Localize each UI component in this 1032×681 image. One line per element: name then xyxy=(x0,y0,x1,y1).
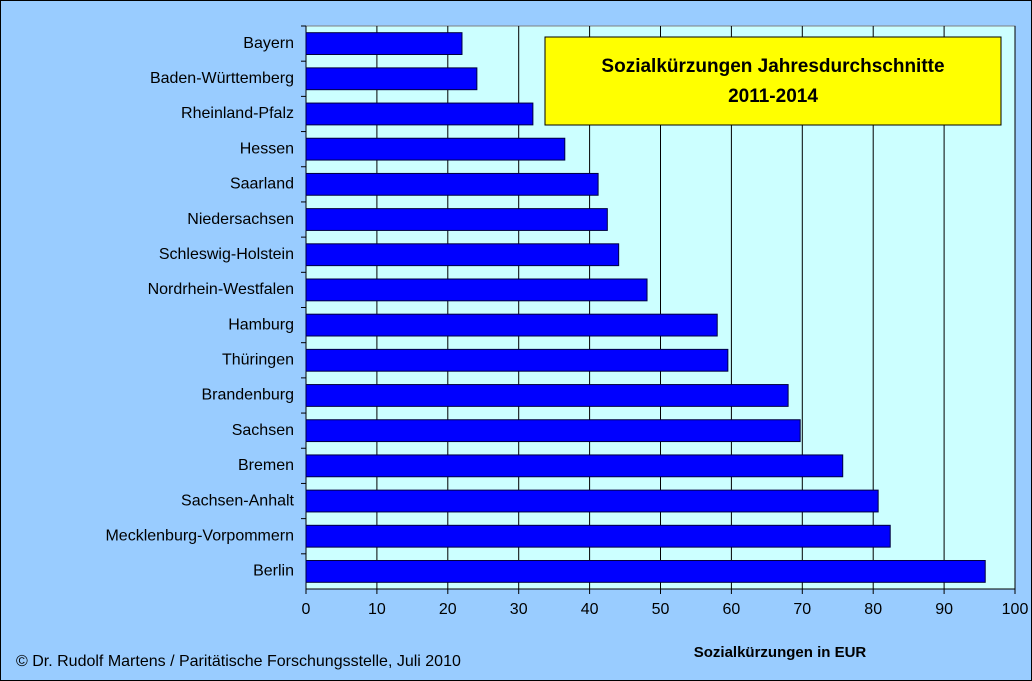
y-tick-label: Nordrhein-Westfalen xyxy=(148,281,294,298)
x-tick-label: 40 xyxy=(581,601,599,618)
y-tick-label: Sachsen-Anhalt xyxy=(181,492,295,509)
bar xyxy=(305,313,718,337)
y-tick-label: Niedersachsen xyxy=(187,211,294,228)
y-tick-label: Hamburg xyxy=(228,316,294,333)
bar xyxy=(305,67,478,91)
bar xyxy=(305,102,534,126)
bar xyxy=(305,32,463,56)
y-tick-label: Schleswig-Holstein xyxy=(159,246,294,263)
footnote: © Dr. Rudolf Martens / Paritätische Fors… xyxy=(16,653,461,670)
x-tick-label: 70 xyxy=(793,601,811,618)
y-tick-label: Hessen xyxy=(240,140,294,157)
y-tick-label: Thüringen xyxy=(222,352,294,369)
y-tick-label: Saarland xyxy=(230,176,294,193)
x-tick-label: 50 xyxy=(652,601,670,618)
y-tick-label: Bayern xyxy=(243,35,294,52)
title-box xyxy=(544,36,1002,126)
y-tick-label: Sachsen xyxy=(232,422,294,439)
chart-title: 2011-2014 xyxy=(728,86,818,107)
y-tick-label: Rheinland-Pfalz xyxy=(181,105,294,122)
y-tick-label: Mecklenburg-Vorpommern xyxy=(105,527,294,544)
bar xyxy=(305,208,608,231)
bar xyxy=(305,348,729,372)
bar xyxy=(305,454,844,478)
bar xyxy=(305,419,801,443)
bars xyxy=(305,32,986,583)
x-tick-label: 10 xyxy=(368,601,386,618)
chart-title: Sozialkürzungen Jahresdurchschnitte xyxy=(601,56,944,77)
x-axis-label: Sozialkürzungen in EUR xyxy=(694,644,867,661)
bar xyxy=(305,278,648,302)
bar xyxy=(305,489,879,513)
x-tick-label: 80 xyxy=(864,601,882,618)
x-tick-label: 90 xyxy=(935,601,953,618)
bar xyxy=(305,172,599,196)
x-tick-label: 20 xyxy=(439,601,457,618)
x-tick-label: 100 xyxy=(1002,601,1029,618)
y-tick-label: Bremen xyxy=(238,457,294,474)
x-tick-label: 30 xyxy=(510,601,528,618)
bar xyxy=(305,137,566,161)
x-tick-label: 60 xyxy=(723,601,741,618)
bar xyxy=(305,524,891,548)
y-tick-label: Berlin xyxy=(253,563,294,580)
bar xyxy=(305,384,789,407)
x-tick-label: 0 xyxy=(302,601,311,618)
bar xyxy=(305,243,620,267)
y-tick-label: Baden-Württemberg xyxy=(150,70,294,87)
y-tick-label: Brandenburg xyxy=(201,387,294,404)
bar xyxy=(305,559,986,583)
